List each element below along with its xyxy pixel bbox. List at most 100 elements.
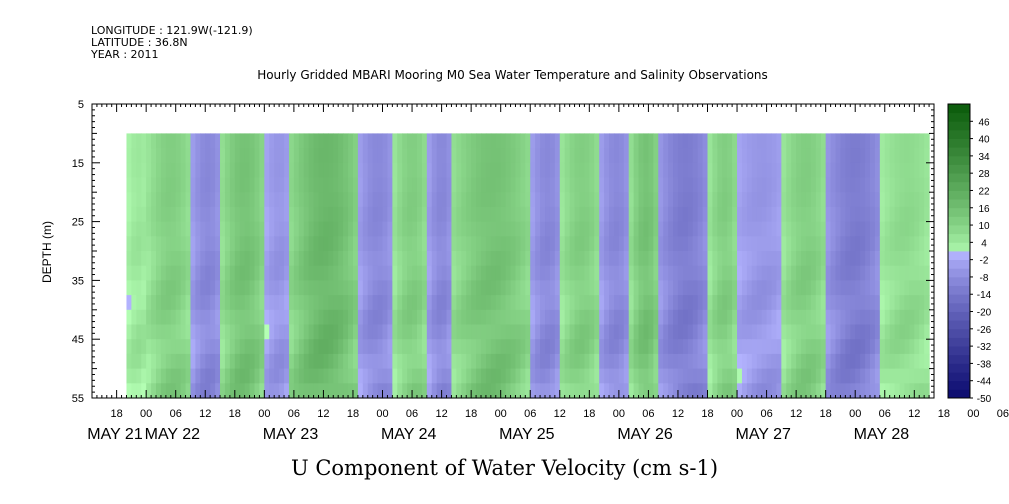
heatmap-cell (338, 265, 344, 281)
heatmap-cell (638, 148, 645, 164)
heatmap-cell (131, 133, 137, 149)
heatmap-cell (835, 265, 842, 281)
heatmap-cell (200, 265, 206, 281)
heatmap-cell (707, 236, 714, 252)
heatmap-cell (712, 148, 718, 164)
heatmap-cell (776, 192, 782, 208)
heatmap-cell (781, 251, 787, 267)
colorbar-label: 22 (978, 186, 990, 197)
heatmap-cell (328, 177, 334, 193)
heatmap-cell (801, 368, 807, 384)
heatmap-cell (805, 177, 812, 193)
heatmap-cell (525, 148, 531, 164)
heatmap-cell (352, 162, 359, 179)
heatmap-cell (574, 236, 581, 252)
heatmap-cell (919, 295, 925, 311)
heatmap-cell (387, 383, 393, 399)
heatmap-cell (284, 133, 290, 149)
heatmap-cell (500, 148, 507, 164)
heatmap-cell (820, 309, 827, 326)
heatmap-cell (712, 192, 718, 208)
heatmap-cell (751, 353, 758, 370)
heatmap-cell (407, 221, 413, 237)
heatmap-cell (643, 133, 650, 149)
heatmap-cell (505, 192, 512, 208)
heatmap-cell (869, 251, 876, 267)
heatmap-cell (254, 236, 261, 252)
heatmap-cell (367, 206, 374, 223)
heatmap-cell (416, 324, 423, 340)
heatmap-cell (835, 368, 842, 384)
heatmap-cell (254, 383, 261, 399)
heatmap-cell (599, 133, 605, 149)
heatmap-cell (825, 148, 832, 164)
heatmap-cell (658, 353, 664, 370)
heatmap-cell (781, 206, 787, 223)
heatmap-cell (717, 309, 723, 326)
heatmap-cell (259, 192, 265, 208)
heatmap-cell (801, 265, 807, 281)
heatmap-cell (909, 309, 915, 326)
heatmap-cell (377, 280, 384, 296)
heatmap-cell (692, 353, 699, 370)
heatmap-cell (623, 353, 630, 370)
heatmap-cell (436, 324, 443, 340)
heatmap-cell (737, 192, 743, 208)
heatmap-cell (426, 324, 433, 340)
heatmap-cell (761, 309, 768, 326)
heatmap-cell (185, 295, 192, 311)
heatmap-cell (328, 383, 334, 399)
heatmap-cell (579, 133, 585, 149)
heatmap-cell (323, 192, 329, 208)
colorbar-swatch (948, 129, 970, 139)
heatmap-cell (170, 206, 177, 223)
heatmap-cell (801, 280, 807, 296)
heatmap-cell (658, 368, 664, 384)
heatmap-cell (244, 368, 251, 384)
heatmap-cell (732, 339, 738, 355)
heatmap-cell (525, 309, 531, 326)
heatmap-cell (416, 236, 423, 252)
heatmap-cell (599, 339, 605, 355)
heatmap-cell (244, 206, 251, 223)
heatmap-cell (697, 251, 704, 267)
heatmap-cell (333, 251, 339, 267)
heatmap-cell (682, 148, 689, 164)
heatmap-cell (461, 236, 467, 252)
heatmap-cell (510, 309, 517, 326)
x-hour-label: 00 (849, 408, 861, 420)
heatmap-cell (480, 295, 487, 311)
heatmap-cell (559, 324, 566, 340)
heatmap-cell (210, 383, 216, 399)
heatmap-cell (303, 339, 310, 355)
y-tick-label: 45 (72, 334, 84, 346)
heatmap-cell (402, 368, 408, 384)
heatmap-cell (613, 251, 620, 267)
heatmap-cell (323, 309, 329, 326)
heatmap-cell (136, 309, 142, 326)
heatmap-cell (835, 177, 842, 193)
heatmap-cell (579, 295, 585, 311)
heatmap-cell (170, 221, 177, 237)
heatmap-cell (510, 280, 517, 296)
heatmap-cell (682, 206, 689, 223)
heatmap-cell (456, 324, 462, 340)
heatmap-cell (909, 133, 915, 149)
heatmap-cell (559, 265, 566, 281)
heatmap-cell (894, 383, 901, 399)
heatmap-cell (904, 162, 910, 179)
heatmap-cell (357, 251, 364, 267)
heatmap-cell (618, 206, 625, 223)
heatmap-cell (352, 236, 359, 252)
heatmap-cell (609, 177, 615, 193)
heatmap-cell (865, 206, 871, 223)
heatmap-cell (446, 368, 453, 384)
heatmap-cell (545, 162, 551, 179)
heatmap-cell (707, 280, 714, 296)
heatmap-cell (697, 177, 704, 193)
heatmap-cell (805, 324, 812, 340)
heatmap-cell (239, 148, 246, 164)
heatmap-cell (407, 383, 413, 399)
heatmap-cell (751, 221, 758, 237)
heatmap-cell (451, 324, 457, 340)
